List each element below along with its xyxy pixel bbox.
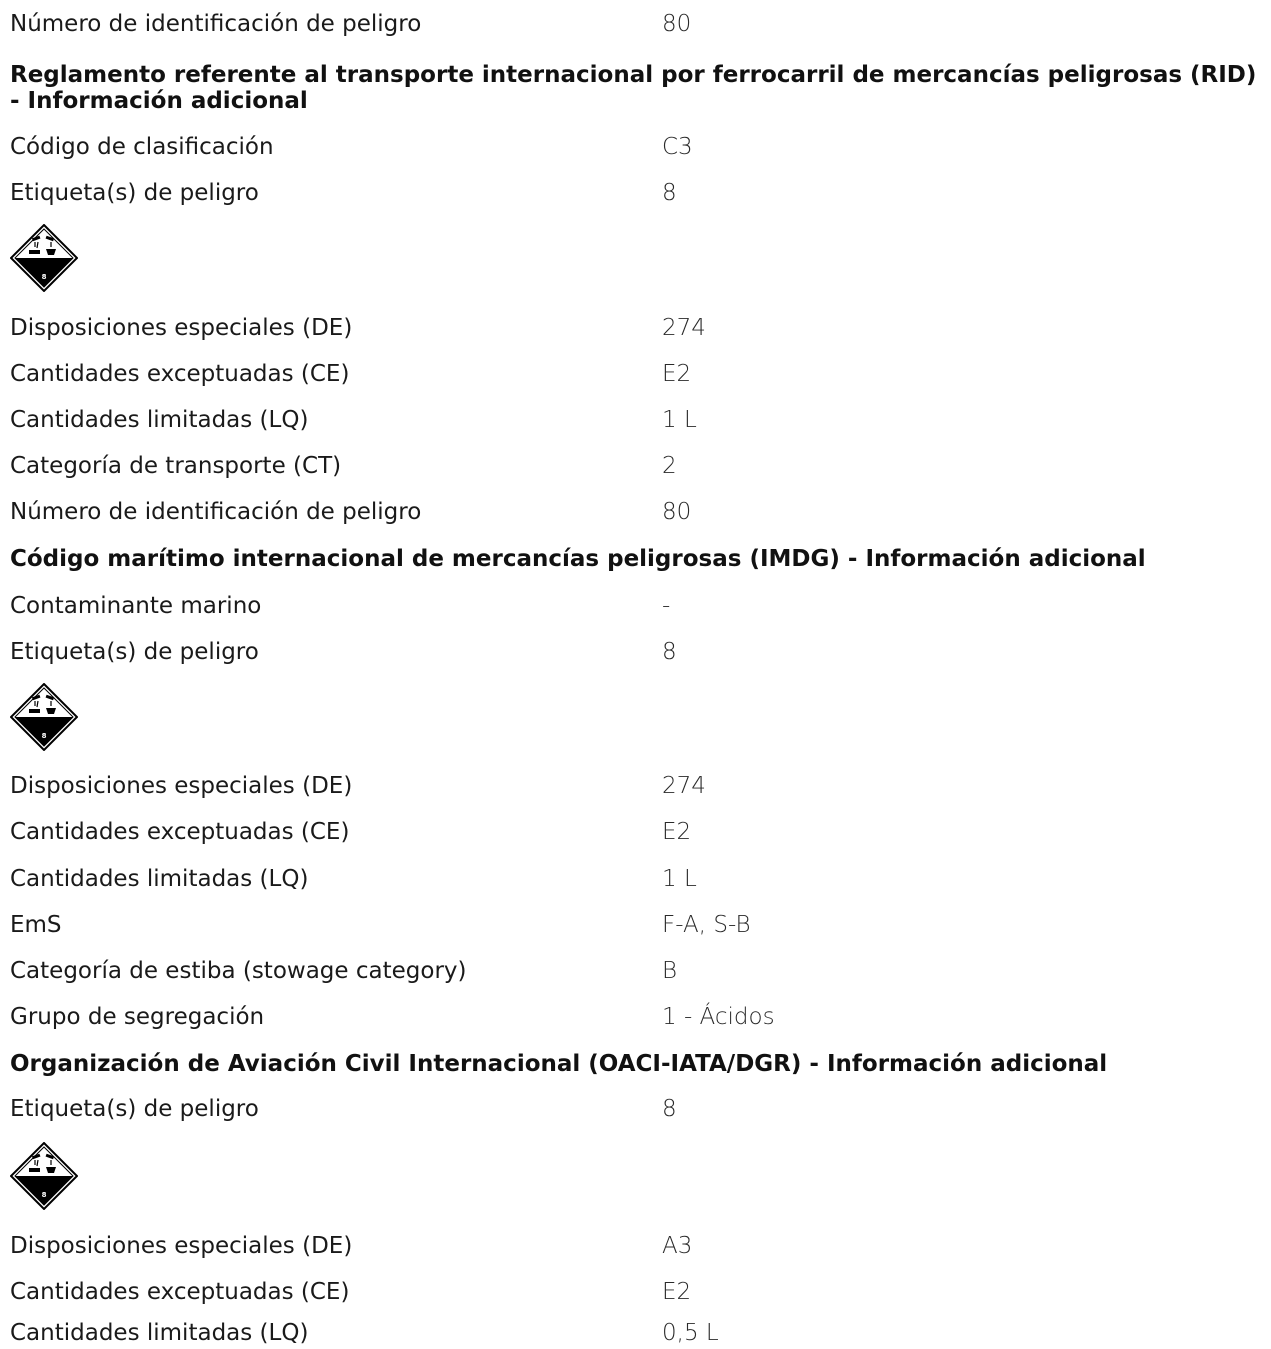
- row-label: Cantidades exceptuadas (CE): [10, 819, 350, 845]
- row-value: E2: [662, 1279, 692, 1305]
- row-label: Etiqueta(s) de peligro: [10, 1096, 259, 1122]
- row-label: Contaminante marino: [10, 593, 262, 619]
- info-row: Disposiciones especiales (DE) 274: [10, 313, 1265, 343]
- row-value: 8: [662, 1096, 677, 1122]
- row-label: EmS: [10, 912, 62, 938]
- row-label: Cantidades limitadas (LQ): [10, 1320, 309, 1346]
- row-value: F-A, S-B: [662, 912, 751, 938]
- row-value: E2: [662, 361, 692, 387]
- info-row: Cantidades exceptuadas (CE) E2: [10, 1277, 1265, 1307]
- row-value: 0,5 L: [662, 1320, 719, 1346]
- info-row: Contaminante marino -: [10, 591, 1265, 621]
- info-row: Etiqueta(s) de peligro 8: [10, 178, 1265, 208]
- row-value: 1 L: [662, 407, 697, 433]
- row-value: 274: [662, 315, 706, 341]
- svg-text:8: 8: [42, 732, 47, 740]
- svg-text:8: 8: [42, 273, 47, 281]
- row-label: Categoría de estiba (stowage category): [10, 958, 467, 984]
- row-value: -: [662, 593, 671, 619]
- icao-section-heading: Organización de Aviación Civil Internaci…: [10, 1051, 1108, 1077]
- info-row: Cantidades limitadas (LQ) 0,5 L: [10, 1318, 1265, 1348]
- row-value: B: [662, 958, 678, 984]
- row-label: Categoría de transporte (CT): [10, 453, 342, 479]
- row-value: 1 - Ácidos: [662, 1004, 775, 1030]
- row-value: 80: [662, 11, 692, 37]
- info-row: Disposiciones especiales (DE) 274: [10, 771, 1265, 801]
- info-row: Cantidades exceptuadas (CE) E2: [10, 359, 1265, 389]
- info-row: Etiqueta(s) de peligro 8: [10, 637, 1265, 667]
- row-value: 2: [662, 453, 677, 479]
- info-row: Etiqueta(s) de peligro 8: [10, 1094, 1265, 1124]
- row-label: Cantidades limitadas (LQ): [10, 407, 309, 433]
- info-row: Número de identificación de peligro 80: [10, 497, 1265, 527]
- row-value: 80: [662, 499, 692, 525]
- row-value: C3: [662, 134, 693, 160]
- info-row: Cantidades limitadas (LQ) 1 L: [10, 405, 1265, 435]
- rid-section-heading: Reglamento referente al transporte inter…: [10, 62, 1257, 114]
- row-value: A3: [662, 1233, 693, 1259]
- corrosive-class-8-icon: 8: [10, 224, 78, 292]
- corrosive-class-8-icon: 8: [10, 1142, 78, 1210]
- info-row: Categoría de transporte (CT) 2: [10, 451, 1265, 481]
- info-row: Grupo de segregación 1 - Ácidos: [10, 1002, 1265, 1032]
- corrosive-class-8-icon: 8: [10, 683, 78, 751]
- row-label: Etiqueta(s) de peligro: [10, 639, 259, 665]
- info-row: Disposiciones especiales (DE) A3: [10, 1231, 1265, 1261]
- info-row: Cantidades exceptuadas (CE) E2: [10, 817, 1265, 847]
- row-label: Número de identificación de peligro: [10, 11, 422, 37]
- row-value: E2: [662, 819, 692, 845]
- row-label: Código de clasificación: [10, 134, 274, 160]
- row-label: Disposiciones especiales (DE): [10, 1233, 353, 1259]
- row-label: Grupo de segregación: [10, 1004, 265, 1030]
- row-label: Número de identificación de peligro: [10, 499, 422, 525]
- row-value: 274: [662, 773, 706, 799]
- row-label: Disposiciones especiales (DE): [10, 773, 353, 799]
- info-row: EmS F-A, S-B: [10, 910, 1265, 940]
- imdg-section-heading: Código marítimo internacional de mercanc…: [10, 546, 1146, 572]
- row-label: Disposiciones especiales (DE): [10, 315, 353, 341]
- info-row: Cantidades limitadas (LQ) 1 L: [10, 864, 1265, 894]
- row-label: Cantidades exceptuadas (CE): [10, 1279, 350, 1305]
- info-row: Código de clasificación C3: [10, 132, 1265, 162]
- row-value: 8: [662, 180, 677, 206]
- row-label: Etiqueta(s) de peligro: [10, 180, 259, 206]
- info-row: Categoría de estiba (stowage category) B: [10, 956, 1265, 986]
- info-row: Número de identificación de peligro 80: [10, 9, 1265, 39]
- row-value: 1 L: [662, 866, 697, 892]
- svg-text:8: 8: [42, 1191, 47, 1199]
- row-label: Cantidades exceptuadas (CE): [10, 361, 350, 387]
- row-label: Cantidades limitadas (LQ): [10, 866, 309, 892]
- row-value: 8: [662, 639, 677, 665]
